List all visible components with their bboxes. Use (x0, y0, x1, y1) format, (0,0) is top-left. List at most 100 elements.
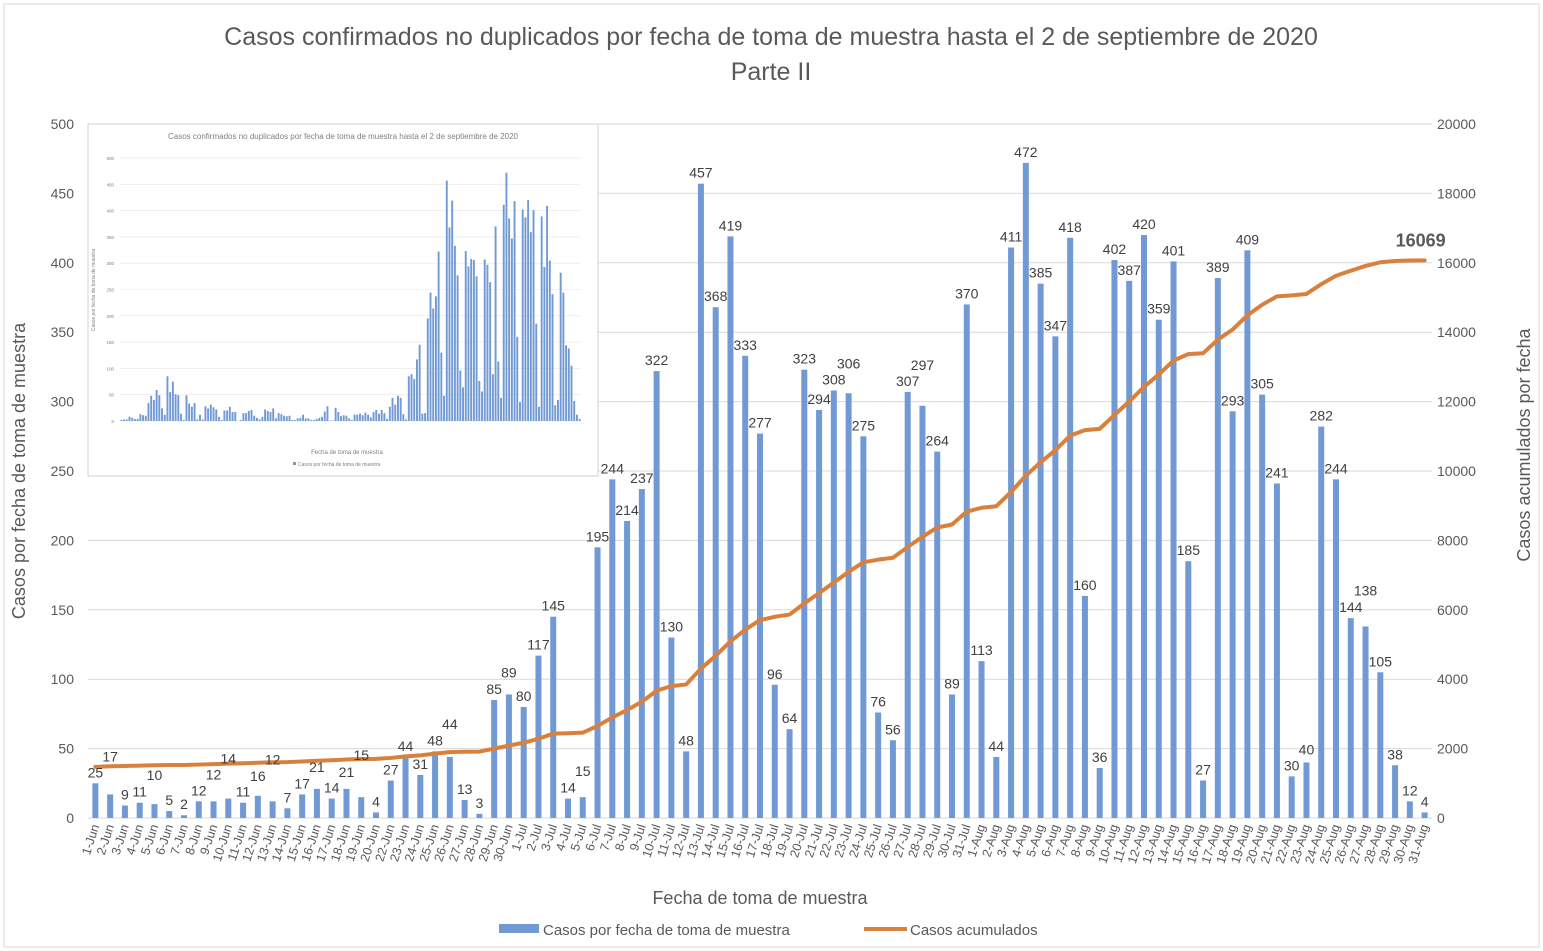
y-tick-label: 450 (51, 185, 75, 201)
bar (417, 774, 424, 818)
bar (1096, 768, 1103, 818)
inset-bar (375, 409, 378, 421)
bar (683, 751, 690, 818)
inset-bar (521, 209, 524, 421)
bar-data-label: 14 (560, 780, 576, 796)
bar-data-label: 294 (807, 391, 831, 407)
bar-data-label: 368 (704, 288, 728, 304)
bar (1288, 776, 1295, 818)
left-axis-ticks: 0 50 100 150 200 250 300 350 400 450 500 (51, 116, 75, 826)
x-axis-title: Fecha de toma de muestra (652, 888, 868, 908)
inset-y-tick-label: 400 (106, 209, 114, 214)
inset-bar (402, 414, 405, 421)
inset-bar (491, 374, 494, 421)
inset-bar (264, 409, 267, 421)
inset-bar (356, 414, 359, 421)
y2-axis-title: Casos acumulados por fecha (1514, 327, 1534, 561)
bar (594, 547, 601, 818)
inset-bar (359, 413, 361, 421)
inset-bar (218, 416, 220, 421)
bar (1067, 237, 1074, 819)
bar-data-label: 56 (885, 721, 901, 737)
bar (491, 700, 498, 818)
inset-bar (193, 403, 196, 421)
inset-bar (570, 365, 573, 421)
inset-bar (196, 419, 199, 421)
inset-bar (255, 417, 258, 421)
inset-bar (253, 415, 256, 421)
inset-bar (467, 266, 470, 421)
bar-series (92, 162, 1428, 819)
bar-data-label: 13 (457, 781, 473, 797)
y-tick-label: 0 (66, 810, 74, 826)
bar-data-label: 387 (1118, 262, 1142, 278)
bar-data-label: 3 (475, 795, 483, 811)
inset-bar (302, 414, 304, 421)
bar-data-label: 89 (944, 675, 960, 691)
inset-bar (261, 416, 264, 421)
bar-data-label: 305 (1250, 376, 1274, 392)
inset-bar (239, 419, 242, 421)
inset-bar (372, 412, 375, 421)
bar (1022, 162, 1029, 818)
bar (801, 369, 808, 818)
y2-tick-label: 0 (1437, 810, 1445, 826)
inset-bar (299, 417, 302, 421)
bar-data-label: 44 (442, 716, 458, 732)
inset-bar (548, 260, 551, 421)
bar (313, 788, 320, 818)
bar (668, 637, 675, 818)
inset-bar (131, 417, 134, 421)
inset-bar (399, 397, 402, 421)
inset-bar (386, 418, 389, 421)
inset-bar (378, 413, 380, 421)
bar-data-label: 44 (989, 738, 1005, 754)
bar-data-label: 237 (630, 470, 654, 486)
inset-bars (120, 172, 581, 421)
bar-data-label: 64 (782, 710, 798, 726)
legend-bar-label: Casos por fecha de toma de muestra (543, 922, 790, 939)
y2-tick-label: 4000 (1437, 671, 1468, 687)
bar-data-label: 160 (1073, 577, 1097, 593)
y-tick-label: 300 (51, 394, 75, 410)
bar-data-label: 306 (837, 355, 861, 371)
inset-bar (562, 292, 565, 421)
inset-bar (152, 399, 155, 421)
y2-tick-label: 16000 (1437, 255, 1476, 271)
bar (565, 798, 571, 818)
bar-data-label: 359 (1147, 301, 1171, 317)
bar (934, 451, 941, 818)
inset-chart-image: Casos confirmados no duplicados por fech… (87, 123, 599, 477)
inset-bar (223, 410, 226, 421)
inset-bar (407, 376, 410, 421)
inset-bar (559, 272, 562, 421)
bar-data-label: 48 (678, 732, 694, 748)
bar (830, 390, 837, 818)
inset-bar (413, 378, 416, 421)
bar-data-label: 9 (121, 787, 129, 803)
bar (1347, 618, 1354, 818)
inset-bar (190, 406, 193, 421)
line-last-data-label: 16069 (1396, 230, 1446, 250)
bar-data-label: 401 (1162, 242, 1186, 258)
inset-bar (144, 415, 147, 421)
bar-data-label: 402 (1103, 241, 1127, 257)
inset-bar (171, 381, 174, 421)
inset-bar (486, 264, 489, 421)
bar-data-label: 17 (102, 748, 118, 764)
inset-y-tick-label: 50 (109, 393, 115, 398)
inset-bar (269, 412, 272, 421)
line-series (93, 258, 1427, 769)
y2-tick-label: 10000 (1437, 463, 1476, 479)
bar (476, 813, 483, 818)
bar-data-label: 12 (191, 782, 207, 798)
inset-bar (204, 406, 207, 421)
inset-bar (174, 394, 177, 421)
bar-data-label: 76 (870, 694, 886, 710)
inset-bar (432, 308, 435, 421)
bar (328, 798, 335, 818)
bar (299, 794, 306, 818)
inset-bar (209, 404, 212, 421)
inset-bar (462, 387, 464, 421)
bar (1200, 780, 1207, 818)
